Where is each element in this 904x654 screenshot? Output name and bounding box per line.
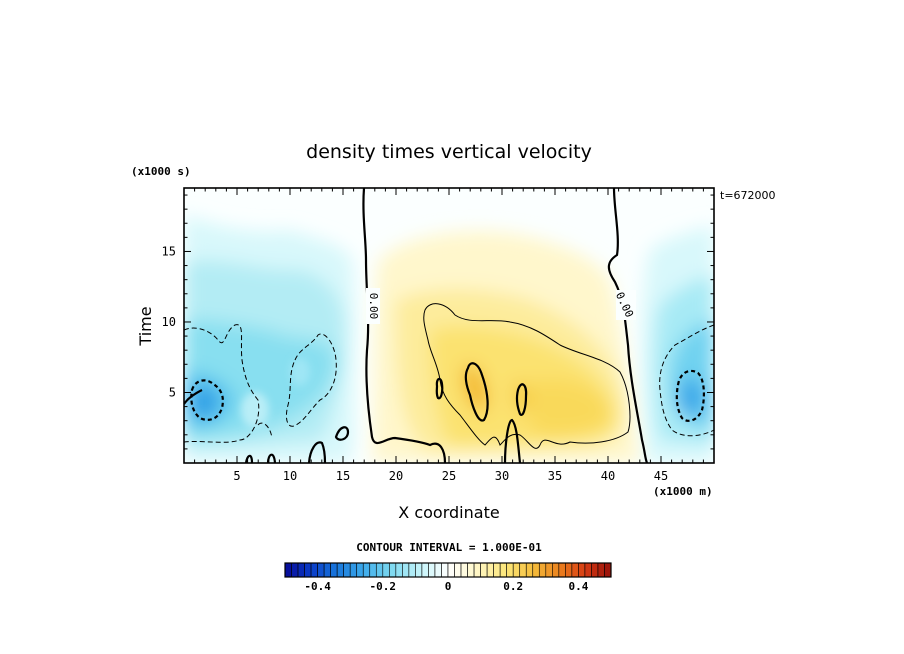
time-label: t=672000 <box>720 189 776 202</box>
colorbar-cell <box>493 562 501 578</box>
colorbar-cell <box>525 562 534 578</box>
colorbar-cell <box>532 562 540 578</box>
colorbar-frame <box>284 562 612 578</box>
colorbar-cell <box>317 562 325 578</box>
colorbar-cell <box>578 562 586 578</box>
y-tick-label: 10 <box>162 315 176 329</box>
x-tick-label: 10 <box>283 469 297 483</box>
colorbar-cell <box>565 562 573 578</box>
colorbar-cell <box>571 562 579 578</box>
y-axis-label: Time <box>136 306 155 346</box>
x-tick-label: 35 <box>548 469 562 483</box>
negative-contours <box>184 324 714 443</box>
colorbar-cell <box>480 562 488 578</box>
colorbar-cell <box>499 562 507 578</box>
colorbar-cell <box>291 562 299 578</box>
x-tick-label: 40 <box>601 469 615 483</box>
colorbar-cell <box>591 562 599 578</box>
colorbar-cell <box>558 562 566 578</box>
colorbar-tick-label: -0.2 <box>370 580 397 593</box>
colorbar-cell <box>310 562 318 578</box>
colorbar-cell <box>519 562 527 578</box>
y-scale-note: (x1000 s) <box>131 165 191 178</box>
colorbar-cell <box>460 562 468 578</box>
y-tick-label: 5 <box>169 385 176 399</box>
negative-speckles <box>241 358 310 428</box>
colorbar-tick-label: 0 <box>445 580 452 593</box>
colorbar-tick-label: 0.2 <box>503 580 523 593</box>
colorbar-cell <box>402 562 410 578</box>
colorbar-cell <box>336 562 344 578</box>
colorbar-cell <box>369 562 377 578</box>
colorbar-cell <box>512 562 521 578</box>
positive-region <box>372 231 640 463</box>
contour-label-left: 0.00 <box>367 293 380 320</box>
colorbar-cell <box>434 562 442 578</box>
colorbar-cell <box>506 562 514 578</box>
colorbar-cell <box>297 562 305 578</box>
y-tick-label: 15 <box>162 244 176 258</box>
negative-strong-contours <box>190 369 705 422</box>
colorbar-cell <box>428 562 436 578</box>
colorbar-cell <box>343 562 351 578</box>
colorbar <box>284 562 612 578</box>
colorbar-cell <box>395 562 403 578</box>
x-axis: 5 10 15 20 25 30 35 40 45 <box>194 188 704 483</box>
chart-title: density times vertical velocity <box>306 141 592 163</box>
colorbar-cell <box>552 562 560 578</box>
colorbar-tick-label: -0.4 <box>304 580 331 593</box>
colorbar-cell <box>473 562 481 578</box>
zero-contour-label-right: 0.00 <box>613 290 636 320</box>
x-tick-label: 25 <box>442 469 456 483</box>
x-axis-label: X coordinate <box>398 503 499 522</box>
colorbar-cell <box>408 562 416 578</box>
colorbar-cell <box>349 562 358 578</box>
colorbar-cell <box>375 562 384 578</box>
colorbar-ticks: -0.4 -0.2 0 0.2 0.4 <box>304 580 588 593</box>
colorbar-cell <box>421 562 429 578</box>
positive-contours <box>423 303 631 449</box>
colorbar-cell <box>330 562 338 578</box>
colorbar-cell <box>356 562 364 578</box>
colorbar-cell <box>362 562 371 578</box>
colorbar-cell <box>597 562 605 578</box>
colorbar-cell <box>486 562 494 578</box>
colorbar-cell <box>441 562 449 578</box>
x-tick-label: 30 <box>495 469 509 483</box>
x-tick-label: 20 <box>389 469 403 483</box>
y-axis: 5 10 15 <box>162 194 714 450</box>
zero-contour-label-left: 0.00 <box>366 288 380 324</box>
negative-region-left <box>184 215 354 463</box>
colorbar-cell <box>284 562 292 578</box>
colorbar-cell <box>604 562 612 578</box>
x-tick-label: 5 <box>233 469 240 483</box>
x-scale-note: (x1000 m) <box>653 485 713 498</box>
colorbar-cell <box>467 562 475 578</box>
contour-interval-label: CONTOUR INTERVAL = 1.000E-01 <box>356 541 542 554</box>
colorbar-cell <box>382 562 390 578</box>
colorbar-cell <box>584 562 592 578</box>
colorbar-cell <box>454 562 462 578</box>
colorbar-cell <box>545 562 553 578</box>
x-tick-label: 45 <box>654 469 668 483</box>
colorbar-cell <box>304 562 312 578</box>
x-tick-label: 15 <box>336 469 350 483</box>
colorbar-cell <box>323 562 331 578</box>
colorbar-tick-label: 0.4 <box>568 580 588 593</box>
colorbar-cell <box>447 562 455 578</box>
colorbar-cell <box>389 562 397 578</box>
colorbar-cell <box>415 562 423 578</box>
colorbar-cell <box>538 562 547 578</box>
plot-area: 0.00 0.00 <box>184 188 714 463</box>
